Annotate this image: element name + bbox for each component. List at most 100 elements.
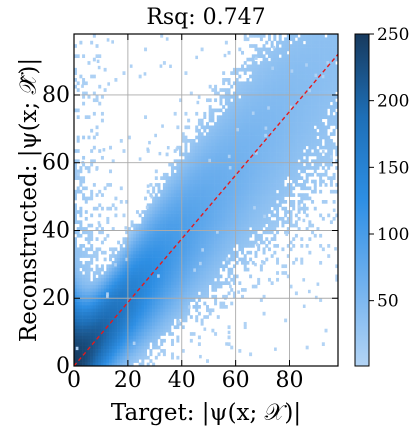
heatmap-cell [187, 206, 191, 211]
heatmap-cell [254, 155, 258, 160]
heatmap-cell [179, 284, 183, 289]
heatmap-cell [203, 149, 207, 153]
heatmap-cell [230, 159, 234, 164]
heatmap-cell [238, 240, 242, 245]
heatmap-cell [203, 135, 207, 140]
heatmap-cell [313, 98, 317, 103]
heatmap-cell [289, 200, 293, 204]
heatmap-cell [284, 149, 288, 153]
heatmap-cell [211, 203, 215, 208]
heatmap-cell [281, 108, 285, 113]
heatmap-cell [133, 315, 137, 319]
heatmap-cell [211, 223, 215, 228]
heatmap-cell [181, 301, 185, 306]
heatmap-cell [76, 230, 80, 235]
heatmap-cell [219, 169, 223, 174]
heatmap-cell [76, 267, 80, 272]
heatmap-cell [249, 169, 253, 174]
heatmap-cell [187, 230, 191, 235]
heatmap-cell [257, 74, 261, 79]
heatmap-cell [267, 67, 271, 72]
heatmap-cell [313, 142, 317, 147]
heatmap-cell [84, 338, 88, 343]
heatmap-cell [313, 57, 317, 62]
heatmap-cell [214, 227, 218, 231]
heatmap-cell [329, 220, 333, 225]
heatmap-cell [227, 330, 231, 335]
heatmap-cell [141, 298, 145, 302]
heatmap-cell [219, 189, 223, 194]
heatmap-cell [294, 64, 298, 69]
heatmap-cell [157, 305, 161, 309]
heatmap-cell [184, 315, 188, 319]
heatmap-cell [297, 101, 301, 106]
heatmap-cell [133, 250, 137, 255]
heatmap-cell [249, 183, 253, 187]
heatmap-cell [259, 223, 263, 228]
heatmap-cell [332, 122, 336, 126]
heatmap-cell [149, 216, 153, 221]
heatmap-cell [308, 61, 312, 65]
heatmap-cell [181, 288, 185, 292]
heatmap-cell [144, 277, 148, 282]
heatmap-cell [181, 176, 185, 180]
heatmap-cell [249, 244, 253, 248]
heatmap-cell [335, 183, 338, 187]
heatmap-cell [87, 321, 91, 326]
heatmap-cell [243, 166, 247, 170]
heatmap-cell [170, 223, 174, 228]
heatmap-cell [294, 162, 298, 167]
heatmap-cell [270, 125, 274, 130]
heatmap-cell [82, 308, 86, 313]
heatmap-cell [227, 240, 231, 245]
heatmap-cell [87, 315, 91, 319]
heatmap-cell [276, 132, 280, 136]
heatmap-cell [302, 98, 306, 103]
heatmap-cell [173, 189, 177, 194]
heatmap-cell [289, 111, 293, 116]
heatmap-cell [265, 216, 269, 221]
heatmap-cell [302, 193, 306, 197]
heatmap-cell [189, 257, 193, 262]
heatmap-cell [273, 149, 277, 153]
heatmap-cell [127, 349, 131, 353]
heatmap-cell [168, 196, 172, 201]
heatmap-cell [130, 257, 134, 262]
heatmap-cell [281, 155, 285, 160]
heatmap-cell [257, 196, 261, 201]
heatmap-cell [308, 135, 312, 140]
heatmap-cell [222, 94, 226, 99]
heatmap-cell [271, 66, 274, 70]
heatmap-cell [284, 206, 288, 211]
heatmap-cell [74, 352, 77, 357]
heatmap-cell [270, 179, 274, 184]
heatmap-cell [206, 257, 209, 262]
heatmap-cell [114, 359, 118, 363]
heatmap-cell [130, 244, 134, 248]
heatmap-cell [241, 189, 245, 194]
heatmap-cell [160, 244, 164, 248]
heatmap-cell [254, 179, 258, 184]
heatmap-cell [117, 342, 121, 346]
heatmap-cell [84, 288, 88, 292]
heatmap-cell [216, 128, 220, 133]
heatmap-cell [227, 210, 231, 214]
heatmap-cell [254, 159, 258, 164]
heatmap-cell [227, 91, 231, 96]
heatmap-cell [249, 94, 253, 99]
heatmap-cell [216, 264, 220, 269]
heatmap-cell [92, 91, 96, 96]
heatmap-cell [265, 152, 269, 157]
heatmap-cell [278, 74, 282, 79]
heatmap-cell [284, 105, 288, 109]
heatmap-cell [308, 44, 312, 48]
heatmap-cell [276, 78, 280, 82]
heatmap-cell [241, 91, 245, 96]
heatmap-cell [203, 260, 207, 265]
heatmap-cell [267, 183, 271, 187]
heatmap-cell [176, 298, 180, 302]
heatmap-cell [232, 223, 236, 228]
heatmap-cell [160, 227, 164, 231]
heatmap-cell [230, 189, 234, 194]
